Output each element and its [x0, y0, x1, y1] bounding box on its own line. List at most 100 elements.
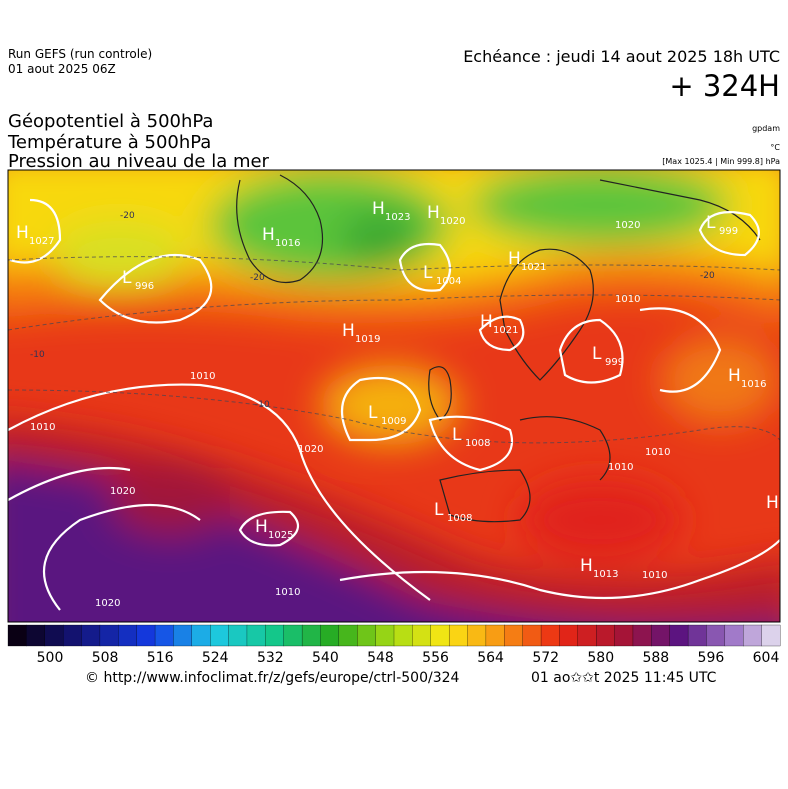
map-area — [8, 170, 780, 622]
contour-label: 1010 — [275, 587, 300, 598]
colorbar-swatch — [154, 624, 174, 647]
colorbar-swatch — [7, 624, 27, 647]
colorbar-swatch — [540, 624, 560, 647]
center-value: 1021 — [521, 262, 546, 273]
field-title: Température à 500hPa — [7, 132, 211, 153]
colorbar-swatch — [467, 624, 487, 647]
center-kind: H — [16, 223, 29, 243]
center-value: 996 — [135, 281, 154, 292]
center-value: 1004 — [436, 276, 461, 287]
colorbar-label: 540 — [312, 650, 339, 666]
center-value: 1021 — [493, 325, 518, 336]
colorbar-swatch — [412, 624, 432, 647]
colorbar-label: 596 — [698, 650, 725, 666]
colorbar-swatch — [651, 624, 671, 647]
colorbar-swatch — [375, 624, 395, 647]
echeance: Echéance : jeudi 14 aout 2025 18h UTC — [463, 47, 780, 66]
center-value: 1009 — [381, 416, 406, 427]
contour-label: 1020 — [615, 220, 640, 231]
center-value: 1013 — [593, 569, 618, 580]
contour-label: -20 — [120, 211, 135, 221]
colorbar-swatch — [228, 624, 248, 647]
center-kind: L — [592, 344, 602, 364]
colorbar-swatch — [632, 624, 652, 647]
colorbar-swatch — [357, 624, 377, 647]
colorbar-label: 500 — [37, 650, 64, 666]
contour-label: -10 — [255, 400, 270, 410]
colorbar-label: 564 — [477, 650, 504, 666]
colorbar-swatch — [577, 624, 597, 647]
colorbar-swatch — [669, 624, 689, 647]
contour-label: 1010 — [608, 462, 633, 473]
center-value: 1020 — [440, 216, 465, 227]
center-value: 1016 — [275, 238, 300, 249]
center-value: 1019 — [355, 334, 380, 345]
contour-label: 1020 — [110, 486, 135, 497]
colorbar-swatch — [448, 624, 468, 647]
colorbar-swatch — [191, 624, 211, 647]
center-kind: H — [728, 366, 741, 386]
unit-label: [Max 1025.4 | Min 999.8] hPa — [662, 157, 780, 166]
footer-url: © http://www.infoclimat.fr/z/gefs/europe… — [85, 670, 460, 686]
colorbar-swatch — [614, 624, 634, 647]
colorbar-swatch — [338, 624, 358, 647]
colorbar-swatch — [26, 624, 46, 647]
colorbar-swatch — [743, 624, 763, 647]
colorbar-swatch — [210, 624, 230, 647]
contour-label: -10 — [30, 350, 45, 360]
colorbar-swatch — [283, 624, 303, 647]
colorbar-label: 556 — [422, 650, 449, 666]
center-kind: L — [368, 403, 378, 423]
center-value: 999 — [605, 357, 624, 368]
center-kind: H — [255, 517, 268, 537]
colorbar-label: 580 — [587, 650, 614, 666]
center-kind: L — [434, 500, 444, 520]
colorbar-swatch — [706, 624, 726, 647]
center-kind: L — [706, 213, 716, 233]
colorbar-swatch — [44, 624, 64, 647]
center-value: 1016 — [741, 379, 766, 390]
colorbar-swatch — [430, 624, 450, 647]
colorbar-swatch — [118, 624, 138, 647]
center-kind: H — [372, 199, 385, 219]
colorbar-swatch — [724, 624, 744, 647]
center-kind: H — [342, 321, 355, 341]
colorbar-label: 604 — [753, 650, 780, 666]
center-kind: H — [508, 249, 521, 269]
contour-label: 1010 — [645, 447, 670, 458]
colorbar-swatch — [173, 624, 193, 647]
colorbar-swatch — [522, 624, 542, 647]
center-kind: H — [262, 225, 275, 245]
contour-label: 1010 — [615, 294, 640, 305]
contour-label: 1010 — [30, 422, 55, 433]
center-kind: H — [766, 493, 779, 513]
center-value: 1008 — [447, 513, 472, 524]
center-value: 1025 — [268, 530, 293, 541]
run-label: Run GEFS (run controle) — [8, 47, 152, 61]
run-date: 01 aout 2025 06Z — [8, 62, 116, 76]
center-value: 1008 — [465, 438, 490, 449]
colorbar-swatch — [265, 624, 285, 647]
colorbar-label: 532 — [257, 650, 284, 666]
colorbar-swatch — [62, 624, 82, 647]
contour-label: 1020 — [95, 598, 120, 609]
colorbar-label: 524 — [202, 650, 229, 666]
field-title: Pression au niveau de la mer — [8, 151, 270, 172]
unit-label: °C — [770, 143, 780, 152]
colorbar-label: 572 — [532, 650, 559, 666]
colorbar: 500 508 516 524 532 540 548 556 564 572 580 588 596 6… — [7, 624, 781, 666]
center-kind: H — [427, 203, 440, 223]
contour-labels: 1010 1010 1020 1020 1020 1010 1020 1010 1010 1010… — [30, 211, 715, 609]
colorbar-swatch — [301, 624, 321, 647]
colorbar-label: 588 — [642, 650, 669, 666]
colorbar-swatch — [99, 624, 119, 647]
center-kind: H — [580, 556, 593, 576]
colorbar-swatch — [81, 624, 101, 647]
colorbar-label: 548 — [367, 650, 394, 666]
field-title: Géopotentiel à 500hPa — [8, 111, 213, 132]
contour-label: 1010 — [190, 371, 215, 382]
center-value: 1023 — [385, 212, 410, 223]
center-kind: L — [452, 425, 462, 445]
